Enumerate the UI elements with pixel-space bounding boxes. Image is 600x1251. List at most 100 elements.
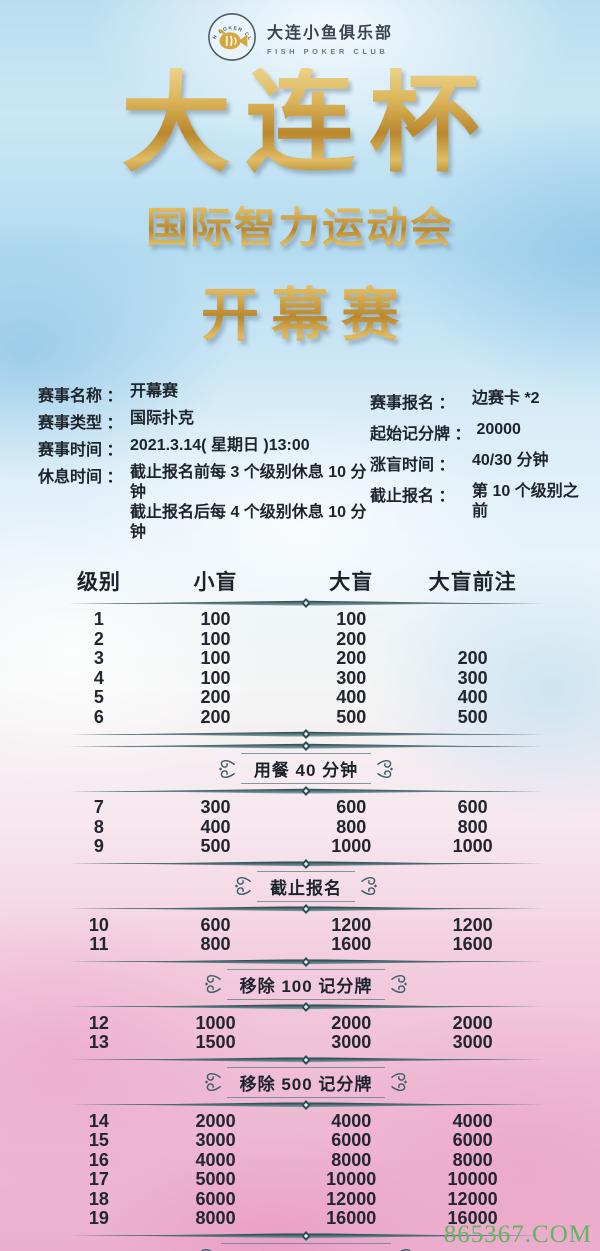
header-big-blind-ante: 大盲前注 <box>428 571 517 595</box>
ante-cell: 12000 <box>447 1188 498 1209</box>
table-row: 7 300 600 600 <box>68 798 544 818</box>
big-blind-cell: 4000 <box>331 1110 372 1131</box>
ante-cell: 500 <box>457 706 488 727</box>
flourish-icon <box>203 1070 222 1094</box>
header-level: 级别 <box>76 571 121 595</box>
ante-cell: 200 <box>457 648 488 669</box>
small-blind-cell: 3000 <box>195 1130 236 1151</box>
section-banner: 用餐 40 分钟 <box>68 753 544 785</box>
level-cell: 9 <box>93 836 104 857</box>
diamond-icon <box>301 858 311 869</box>
info-value-group: 20000 <box>476 420 521 440</box>
level-cell: 2 <box>93 628 104 649</box>
info-row: 赛事时间 ： 2021.3.14( 星期日 )13:00 <box>38 436 370 460</box>
small-blind-cell: 4000 <box>195 1149 236 1170</box>
level-cell: 4 <box>93 667 104 688</box>
info-value: 第 10 个级别之前 <box>472 483 579 521</box>
table-body: 1 100 100 2 100 200 3 100 200 200 4 100 300 300 5 200 40… <box>68 598 544 1251</box>
table-row: 12 1000 2000 2000 <box>68 1012 544 1034</box>
table-row: 4 100 300 300 <box>68 667 544 689</box>
small-blind-cell: 1000 <box>195 1012 236 1033</box>
banner-frame: 截止报名 <box>257 870 355 902</box>
small-blind-cell: 100 <box>200 609 231 630</box>
table-row: 6 200 500 500 <box>68 706 544 728</box>
info-value-group: 第 10 个级别之前 <box>472 482 586 522</box>
table-row: 18 6000 12000 12000 <box>68 1188 544 1210</box>
banner-label: 移除 500 记分牌 <box>239 1074 373 1094</box>
banner-label: 截止报名 <box>270 878 342 898</box>
divider-ornament <box>68 741 544 752</box>
level-cell: 3 <box>93 648 104 669</box>
ante-cell: 800 <box>457 816 488 837</box>
table-row: 5 200 400 400 <box>68 688 544 708</box>
info-row: 赛事报名 ： 边赛卡 *2 <box>370 389 586 413</box>
big-blind-cell: 2000 <box>331 1012 372 1033</box>
level-cell: 10 <box>88 914 109 935</box>
ante-cell: 3000 <box>452 1032 493 1053</box>
table-row: 8 400 800 800 <box>68 816 544 838</box>
divider-ornament <box>68 1099 544 1110</box>
big-blind-cell: 300 <box>336 667 367 688</box>
header-small-blind: 小盲 <box>193 571 238 595</box>
divider-ornament <box>68 598 544 609</box>
info-label: 截止报名 ： <box>370 488 455 506</box>
level-cell: 17 <box>88 1169 109 1190</box>
info-value: 2021.3.14( 星期日 )13:00 <box>130 437 310 455</box>
flourish-icon <box>197 1246 216 1251</box>
big-blind-cell: 3000 <box>331 1032 372 1053</box>
big-blind-cell: 200 <box>336 628 367 649</box>
info-label: 赛事类型 ： <box>38 415 123 433</box>
section-banner: 移除 500 记分牌 <box>68 1066 544 1098</box>
table-row: 1 100 100 <box>68 610 544 630</box>
divider-ornament <box>68 1230 544 1241</box>
small-blind-cell: 800 <box>200 934 231 955</box>
divider-ornament <box>68 1054 544 1065</box>
info-row: 起始记分牌 ： 20000 <box>370 420 586 444</box>
flourish-icon <box>360 874 379 898</box>
ante-cell: 400 <box>457 687 488 708</box>
ante-cell: 10000 <box>447 1169 498 1190</box>
poster-title: 大连杯 <box>0 67 600 180</box>
section-banner: 截止报名 <box>68 870 544 902</box>
info-row: 涨盲时间 ： 40/30 分钟 <box>370 451 586 475</box>
info-row: 休息时间 ： 截止报名前每 3 个级别休息 10 分钟 截止报名后每 4 个级别休息… <box>38 463 370 543</box>
big-blind-cell: 400 <box>336 687 367 708</box>
level-cell: 11 <box>89 934 109 955</box>
poster-subtitle: 国际智力运动会 <box>0 194 600 255</box>
watermark: 865367.COM <box>443 1221 592 1248</box>
info-value: 40/30 分钟 <box>472 452 549 470</box>
info-row: 赛事类型 ： 国际扑克 <box>38 409 370 433</box>
divider-ornament <box>68 786 544 797</box>
diamond-icon <box>301 598 311 609</box>
banner-label: 移除 100 记分牌 <box>239 976 373 996</box>
small-blind-cell: 1500 <box>195 1032 236 1053</box>
level-cell: 18 <box>88 1188 109 1209</box>
info-row: 赛事名称 ： 开幕赛 <box>38 382 370 406</box>
small-blind-cell: 6000 <box>195 1188 236 1209</box>
ante-cell: 6000 <box>452 1130 493 1151</box>
level-cell: 8 <box>93 816 104 837</box>
club-name-cn: 大连小鱼俱乐部 <box>266 24 393 42</box>
info-label: 起始记分牌 ： <box>370 426 471 444</box>
ante-cell: 4000 <box>452 1110 493 1131</box>
big-blind-cell: 1600 <box>331 934 372 955</box>
ante-cell: 600 <box>457 797 488 818</box>
table-row: 14 2000 4000 4000 <box>68 1110 544 1132</box>
big-blind-cell: 600 <box>336 797 367 818</box>
flourish-icon <box>376 757 395 781</box>
table-row: 11 800 1600 1600 <box>68 935 544 955</box>
divider-ornament <box>68 1001 544 1012</box>
event-info: 赛事名称 ： 开幕赛 赛事类型 ： 国际扑克 赛事时间 ： 2021.3.14( 星期日 … <box>0 382 600 546</box>
info-value-group: 截止报名前每 3 个级别休息 10 分钟 截止报名后每 4 个级别休息 10 分钟 <box>130 463 370 543</box>
ante-cell: 1600 <box>452 934 493 955</box>
level-cell: 12 <box>88 1012 109 1033</box>
level-cell: 1 <box>93 609 104 630</box>
small-blind-cell: 500 <box>200 836 231 857</box>
diamond-icon <box>301 903 311 914</box>
club-badge-icon: FISH POKER CLUB <box>207 12 256 61</box>
banner-frame: 移除 1000 记分牌 <box>221 1242 391 1251</box>
level-cell: 13 <box>88 1032 109 1053</box>
divider-ornament <box>68 729 544 740</box>
flourish-icon <box>390 972 409 996</box>
info-label: 休息时间 ： <box>38 469 123 487</box>
